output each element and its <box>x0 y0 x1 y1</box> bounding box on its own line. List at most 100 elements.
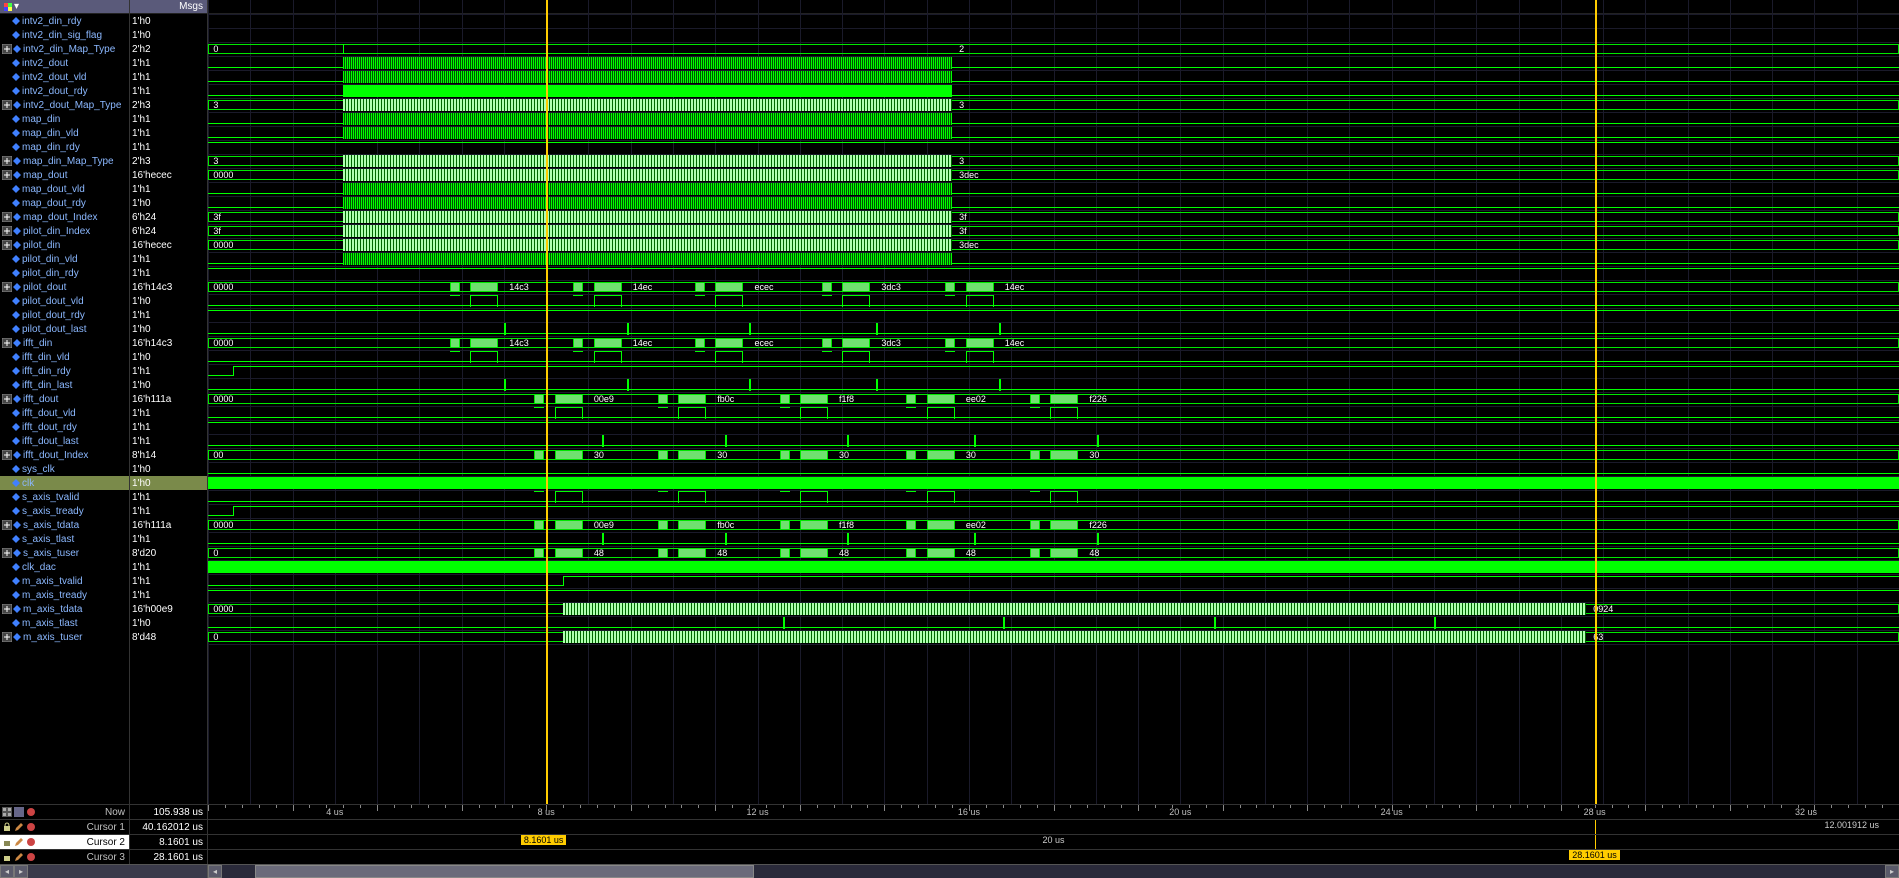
cal-icon[interactable] <box>14 807 24 817</box>
cursor1-row[interactable]: Cursor 1 40.162012 us 12.001912 us <box>0 819 1899 834</box>
wave-row-ifft_dout_Index: 003030303030 <box>208 448 1899 462</box>
expand-icon[interactable] <box>2 632 12 642</box>
cursor2-row[interactable]: Cursor 2 8.1601 us 8.1601 us 20 us <box>0 834 1899 849</box>
signal-row-ifft_din_vld[interactable]: ifft_din_vld <box>0 350 129 364</box>
waveform-panel[interactable]: 02333300003dec3f3f3f3f00003dec000014c314… <box>208 0 1899 804</box>
edit-icon[interactable] <box>14 822 24 832</box>
value-row: 2'h3 <box>130 98 207 112</box>
expand-icon[interactable] <box>2 282 12 292</box>
signal-row-s_axis_tready[interactable]: s_axis_tready <box>0 504 129 518</box>
close-icon[interactable] <box>26 807 36 817</box>
signal-row-ifft_dout_Index[interactable]: ifft_dout_Index <box>0 448 129 462</box>
signal-diamond-icon <box>13 45 21 53</box>
sb-track[interactable] <box>222 865 1885 878</box>
signal-row-ifft_dout_last[interactable]: ifft_dout_last <box>0 434 129 448</box>
horizontal-scrollbar[interactable]: ◂ ▸ ◂ ▸ <box>0 864 1899 878</box>
sb-thumb[interactable] <box>255 865 754 878</box>
signal-row-map_dout[interactable]: map_dout <box>0 168 129 182</box>
signal-row-map_dout_vld[interactable]: map_dout_vld <box>0 182 129 196</box>
expand-icon[interactable] <box>2 338 12 348</box>
signal-row-map_din_vld[interactable]: map_din_vld <box>0 126 129 140</box>
signal-row-pilot_dout_vld[interactable]: pilot_dout_vld <box>0 294 129 308</box>
lock-icon[interactable] <box>2 852 12 862</box>
signal-row-intv2_dout[interactable]: intv2_dout <box>0 56 129 70</box>
signal-row-ifft_dout[interactable]: ifft_dout <box>0 392 129 406</box>
signal-row-ifft_din_last[interactable]: ifft_din_last <box>0 378 129 392</box>
expand-icon[interactable] <box>2 44 12 54</box>
signal-row-s_axis_tvalid[interactable]: s_axis_tvalid <box>0 490 129 504</box>
cursor2-flag[interactable]: 8.1601 us <box>521 835 567 845</box>
signal-row-ifft_dout_rdy[interactable]: ifft_dout_rdy <box>0 420 129 434</box>
signal-row-map_dout_Index[interactable]: map_dout_Index <box>0 210 129 224</box>
cursor-2-line[interactable] <box>546 0 548 804</box>
signal-row-m_axis_tuser[interactable]: m_axis_tuser <box>0 630 129 644</box>
edit-icon[interactable] <box>14 837 24 847</box>
signal-row-intv2_din_Map_Type[interactable]: intv2_din_Map_Type <box>0 42 129 56</box>
signal-row-map_din_Map_Type[interactable]: map_din_Map_Type <box>0 154 129 168</box>
cursor2-track[interactable]: 8.1601 us 20 us <box>208 835 1899 849</box>
signal-row-pilot_dout[interactable]: pilot_dout <box>0 280 129 294</box>
signal-row-m_axis_tready[interactable]: m_axis_tready <box>0 588 129 602</box>
expand-icon[interactable] <box>2 548 12 558</box>
expand-icon[interactable] <box>2 170 12 180</box>
lock-icon[interactable] <box>2 822 12 832</box>
signal-row-m_axis_tdata[interactable]: m_axis_tdata <box>0 602 129 616</box>
cursor3-flag[interactable]: 28.1601 us <box>1569 850 1620 860</box>
signal-row-s_axis_tdata[interactable]: s_axis_tdata <box>0 518 129 532</box>
cursor3-row[interactable]: Cursor 3 28.1601 us 28.1601 us <box>0 849 1899 864</box>
del-icon[interactable] <box>26 822 36 832</box>
lock-icon[interactable] <box>2 837 12 847</box>
timeline-ruler[interactable]: 4 us8 us12 us16 us20 us24 us28 us32 us <box>208 805 1899 819</box>
signal-row-sys_clk[interactable]: sys_clk <box>0 462 129 476</box>
sb-left-arrow[interactable]: ◂ <box>208 865 222 878</box>
signal-row-m_axis_tlast[interactable]: m_axis_tlast <box>0 616 129 630</box>
expand-icon[interactable] <box>2 604 12 614</box>
values-panel[interactable]: Msgs 1'h01'h02'h21'h11'h11'h12'h31'h11'h… <box>130 0 208 804</box>
sb-btn-right1[interactable]: ▸ <box>14 865 28 878</box>
signal-row-map_dout_rdy[interactable]: map_dout_rdy <box>0 196 129 210</box>
signal-row-s_axis_tlast[interactable]: s_axis_tlast <box>0 532 129 546</box>
expand-icon[interactable] <box>2 394 12 404</box>
signal-row-intv2_dout_vld[interactable]: intv2_dout_vld <box>0 70 129 84</box>
edit-icon[interactable] <box>14 852 24 862</box>
cursor3-track[interactable]: 28.1601 us <box>208 850 1899 864</box>
del-icon[interactable] <box>26 837 36 847</box>
del-icon[interactable] <box>26 852 36 862</box>
expand-icon[interactable] <box>2 156 12 166</box>
signal-row-pilot_din[interactable]: pilot_din <box>0 238 129 252</box>
expand-icon[interactable] <box>2 100 12 110</box>
cursor-3-line[interactable] <box>1595 0 1597 804</box>
signal-row-map_din[interactable]: map_din <box>0 112 129 126</box>
expand-icon[interactable] <box>2 520 12 530</box>
expand-icon[interactable] <box>2 240 12 250</box>
signal-row-m_axis_tvalid[interactable]: m_axis_tvalid <box>0 574 129 588</box>
signal-row-clk_dac[interactable]: clk_dac <box>0 560 129 574</box>
signal-row-clk[interactable]: clk <box>0 476 129 490</box>
signal-row-intv2_din_sig_flag[interactable]: intv2_din_sig_flag <box>0 28 129 42</box>
signal-diamond-icon <box>12 199 20 207</box>
signal-row-intv2_dout_Map_Type[interactable]: intv2_dout_Map_Type <box>0 98 129 112</box>
expand-icon[interactable] <box>2 226 12 236</box>
wave-row-intv2_din_sig_flag <box>208 28 1899 42</box>
signal-row-map_din_rdy[interactable]: map_din_rdy <box>0 140 129 154</box>
signal-names-panel[interactable]: ▾ intv2_din_rdyintv2_din_sig_flagintv2_d… <box>0 0 130 804</box>
sb-btn-left[interactable]: ◂ <box>0 865 14 878</box>
signal-row-pilot_dout_last[interactable]: pilot_dout_last <box>0 322 129 336</box>
signal-row-ifft_din[interactable]: ifft_din <box>0 336 129 350</box>
signal-row-pilot_din_rdy[interactable]: pilot_din_rdy <box>0 266 129 280</box>
signal-row-intv2_din_rdy[interactable]: intv2_din_rdy <box>0 14 129 28</box>
expand-icon[interactable] <box>2 212 12 222</box>
signal-list[interactable]: intv2_din_rdyintv2_din_sig_flagintv2_din… <box>0 14 129 644</box>
signal-row-ifft_dout_vld[interactable]: ifft_dout_vld <box>0 406 129 420</box>
signal-row-s_axis_tuser[interactable]: s_axis_tuser <box>0 546 129 560</box>
expand-icon[interactable] <box>2 450 12 460</box>
signal-row-pilot_din_vld[interactable]: pilot_din_vld <box>0 252 129 266</box>
signal-row-intv2_dout_rdy[interactable]: intv2_dout_rdy <box>0 84 129 98</box>
grid-icon[interactable] <box>2 807 12 817</box>
value-row: 1'h0 <box>130 28 207 42</box>
signal-row-ifft_din_rdy[interactable]: ifft_din_rdy <box>0 364 129 378</box>
sb-right-arrow[interactable]: ▸ <box>1885 865 1899 878</box>
signal-row-pilot_din_Index[interactable]: pilot_din_Index <box>0 224 129 238</box>
cursor1-track[interactable]: 12.001912 us <box>208 820 1899 834</box>
signal-row-pilot_dout_rdy[interactable]: pilot_dout_rdy <box>0 308 129 322</box>
